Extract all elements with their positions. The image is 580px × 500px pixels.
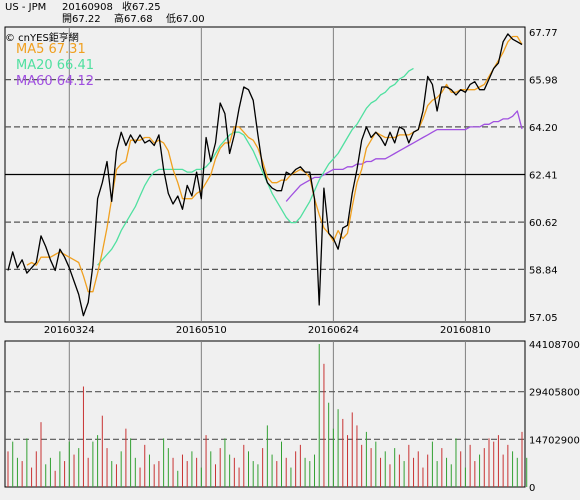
y-tick-label: 57.05: [529, 313, 558, 324]
y-tick-label: 62.41: [529, 171, 558, 182]
volume-tick-label: 0: [529, 483, 535, 494]
legend-ma5: MA5 67.31: [16, 42, 86, 57]
open-label: 開67.22: [62, 14, 101, 25]
y-tick-label: 58.84: [529, 265, 558, 276]
price-line: [7, 33, 523, 317]
x-tick-label: 20160624: [308, 325, 359, 336]
ticker-label: US - JPM: [5, 2, 47, 13]
y-tick-label: 65.98: [529, 76, 558, 87]
ma20-line: [97, 67, 414, 266]
y-tick-label: 60.62: [529, 218, 558, 229]
volume-tick-label: 14702900: [529, 435, 580, 446]
y-tick-label: 67.77: [529, 28, 558, 39]
volume-tick-label: 44108700: [529, 340, 580, 351]
close-label: 收67.25: [122, 2, 161, 13]
ma5-line: [26, 35, 523, 293]
legend-ma20: MA20 66.41: [16, 58, 94, 73]
y-tick-label: 64.20: [529, 123, 558, 134]
x-tick-label: 20160510: [176, 325, 227, 336]
x-tick-label: 20160810: [440, 325, 491, 336]
ma60-line: [285, 110, 523, 202]
volume-panel-frame: [4, 340, 526, 488]
date-label: 20160908: [62, 2, 113, 13]
legend-ma60: MA60 64.12: [16, 74, 94, 89]
x-tick-label: 20160324: [44, 325, 95, 336]
high-label: 高67.68: [114, 14, 153, 25]
volume-tick-label: 29405800: [529, 388, 580, 399]
cnyes-logo: © cnYES鉅亨網: [5, 33, 79, 44]
low-label: 低67.00: [166, 14, 205, 25]
